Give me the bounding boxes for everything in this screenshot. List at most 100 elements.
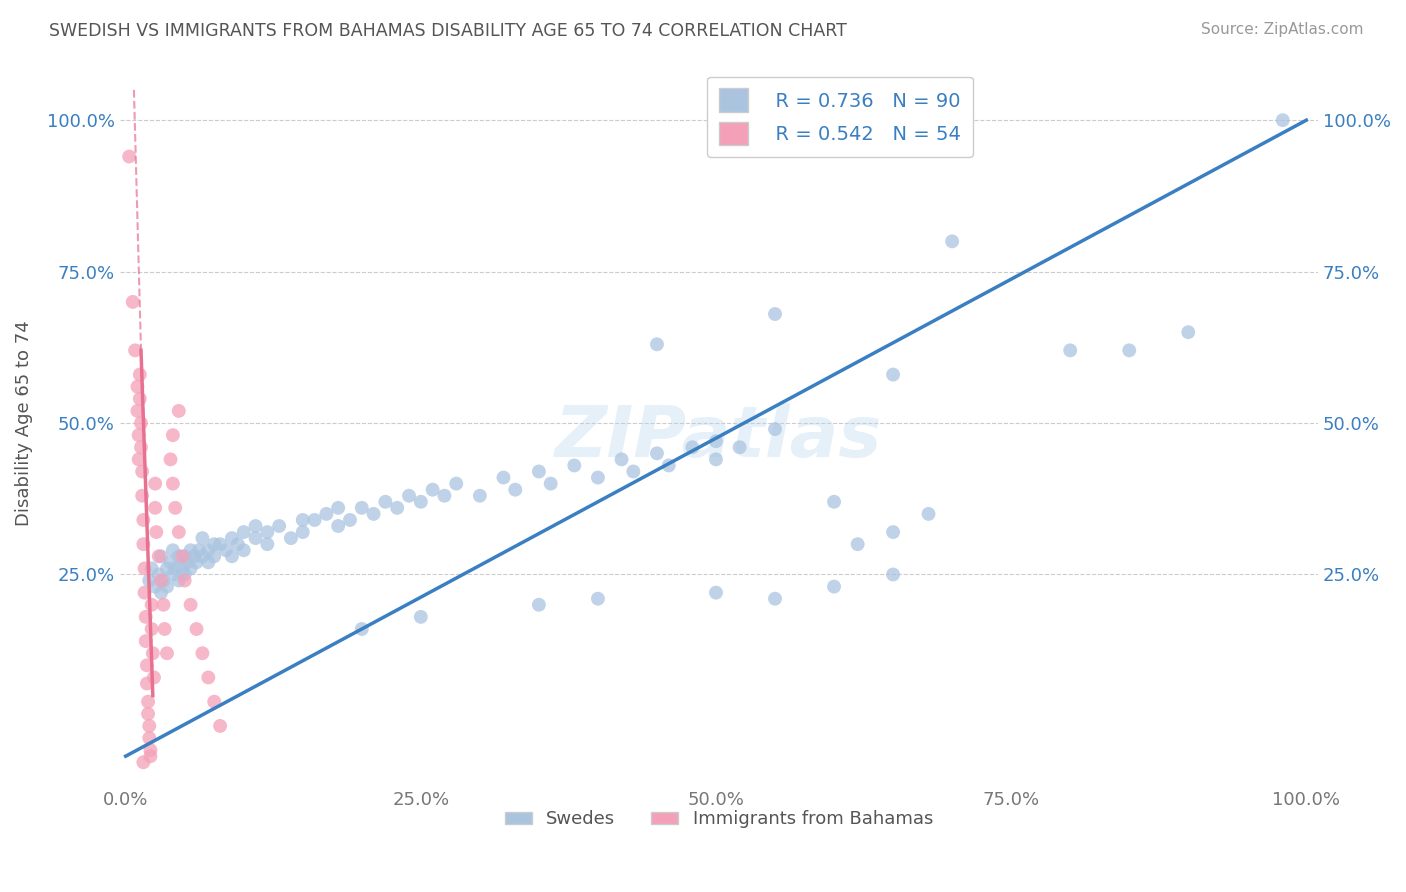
Point [152,598,174,612]
Point [409,495,432,509]
Point [162,567,184,582]
Point [197,555,219,569]
Point [148,567,170,582]
Point [621,465,644,479]
Point [180,543,202,558]
Point [150,574,173,588]
Point [128,392,150,406]
Point [156,580,179,594]
Point [172,561,194,575]
Point [138,719,160,733]
Point [118,149,141,163]
Point [245,519,267,533]
Point [197,543,219,558]
Point [131,489,153,503]
Point [1177,325,1199,339]
Point [468,489,491,503]
Point [191,646,214,660]
Point [167,549,190,564]
Text: Source: ZipAtlas.com: Source: ZipAtlas.com [1201,22,1364,37]
Point [846,537,869,551]
Point [202,537,225,551]
Point [191,531,214,545]
Point [245,531,267,545]
Point [658,458,681,473]
Point [209,537,232,551]
Point [527,465,550,479]
Point [304,513,326,527]
Point [823,580,845,594]
Point [150,585,173,599]
Point [135,634,157,648]
Point [136,695,159,709]
Point [128,428,150,442]
Point [363,507,385,521]
Point [202,695,225,709]
Point [763,591,786,606]
Point [202,549,225,564]
Point [141,622,163,636]
Point [156,561,179,575]
Point [191,549,214,564]
Point [167,404,190,418]
Point [763,307,786,321]
Point [173,567,195,582]
Point [132,756,155,770]
Point [315,507,337,521]
Point [159,452,181,467]
Point [143,670,166,684]
Point [132,537,155,551]
Point [444,476,467,491]
Point [503,483,526,497]
Point [138,731,160,745]
Point [704,434,727,449]
Point [209,719,232,733]
Point [941,235,963,249]
Point [763,422,786,436]
Point [143,580,166,594]
Point [148,549,170,564]
Point [291,524,314,539]
Point [129,440,152,454]
Point [823,495,845,509]
Point [681,440,703,454]
Point [586,470,609,484]
Point [121,294,143,309]
Point [422,483,444,497]
Point [141,598,163,612]
Point [180,598,202,612]
Point [232,543,254,558]
Point [132,513,155,527]
Point [350,500,373,515]
Point [176,555,198,569]
Point [256,524,278,539]
Point [124,343,146,358]
Point [167,524,190,539]
Point [610,452,633,467]
Point [232,524,254,539]
Point [135,658,157,673]
Point [159,555,181,569]
Point [162,476,184,491]
Point [138,574,160,588]
Point [328,519,350,533]
Point [291,513,314,527]
Point [131,465,153,479]
Point [1059,343,1081,358]
Point [139,749,162,764]
Point [562,458,585,473]
Point [145,524,167,539]
Point [143,500,166,515]
Point [215,543,238,558]
Point [280,531,302,545]
Point [269,519,291,533]
Point [156,646,179,660]
Point [1118,343,1140,358]
Point [127,380,149,394]
Y-axis label: Disability Age 65 to 74: Disability Age 65 to 74 [15,320,32,526]
Legend: Swedes, Immigrants from Bahamas: Swedes, Immigrants from Bahamas [498,803,941,836]
Point [256,537,278,551]
Point [328,500,350,515]
Point [339,513,361,527]
Point [136,706,159,721]
